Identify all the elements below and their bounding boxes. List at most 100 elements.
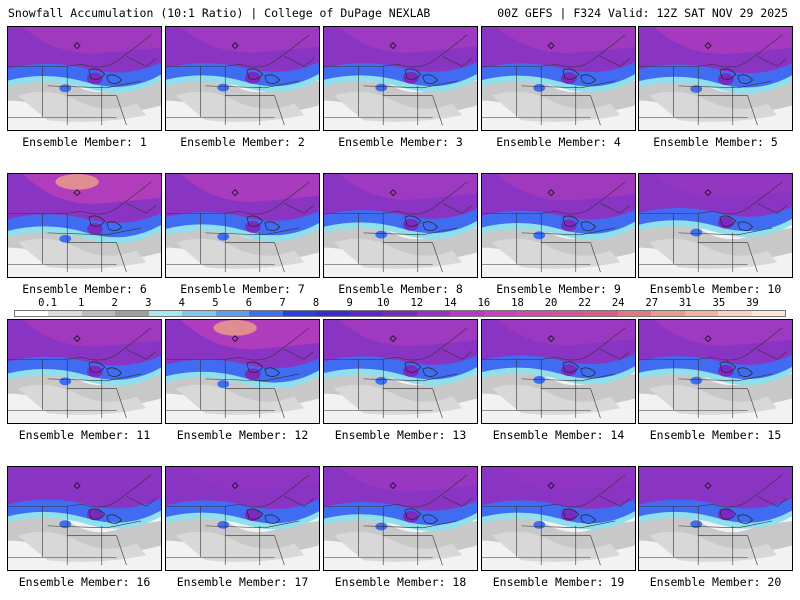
ensemble-panel: Ensemble Member: 19	[481, 466, 636, 589]
ensemble-panel: Ensemble Member: 9	[481, 173, 636, 296]
scale-swatch	[617, 311, 652, 316]
member-label: Ensemble Member: 19	[492, 575, 625, 589]
ensemble-panel: Ensemble Member: 10	[638, 173, 793, 296]
snowfall-map	[165, 173, 320, 278]
ensemble-panel: Ensemble Member: 8	[323, 173, 478, 296]
snowfall-map	[481, 173, 636, 278]
scale-label: 8	[312, 297, 320, 309]
scale-swatch	[349, 311, 384, 316]
scale-label: 7	[279, 297, 286, 309]
scale-label: 14	[444, 297, 457, 309]
member-label: Ensemble Member: 14	[492, 428, 625, 442]
scale-label: 31	[678, 297, 692, 309]
color-scale-labels: 0.1 1 2 3 4 5 6 7 8 9 10 12 14 16 18 20 22 24 27 31 35 39	[14, 298, 786, 309]
scale-label: 27	[645, 297, 659, 309]
scale-swatch	[148, 311, 183, 316]
member-label: Ensemble Member: 18	[334, 575, 467, 589]
scale-swatch	[15, 311, 49, 316]
snowfall-map	[638, 173, 793, 278]
scale-swatch	[718, 311, 752, 316]
scale-swatch	[383, 311, 417, 316]
snowfall-map	[638, 319, 793, 424]
ensemble-panel: Ensemble Member: 12	[165, 319, 320, 442]
member-label: Ensemble Member: 5	[653, 135, 778, 149]
scale-swatch	[249, 311, 283, 316]
ensemble-panel: Ensemble Member: 13	[323, 319, 478, 442]
snowfall-map	[638, 26, 793, 131]
scale-label: 3	[145, 297, 152, 309]
member-label: Ensemble Member: 2	[180, 135, 305, 149]
member-label: Ensemble Member: 4	[496, 135, 621, 149]
member-label: Ensemble Member: 16	[18, 575, 151, 589]
snowfall-map	[165, 319, 320, 424]
scale-swatch	[751, 311, 786, 316]
ensemble-panel: Ensemble Member: 7	[165, 173, 320, 296]
snowfall-map	[481, 319, 636, 424]
ensemble-panel: Ensemble Member: 16	[7, 466, 162, 589]
snowfall-map	[7, 173, 162, 278]
member-label: Ensemble Member: 12	[176, 428, 309, 442]
member-label: Ensemble Member: 9	[496, 282, 621, 296]
member-label: Ensemble Member: 3	[338, 135, 463, 149]
scale-swatch	[48, 311, 82, 316]
ensemble-panel: Ensemble Member: 5	[638, 26, 793, 149]
scale-swatch	[517, 311, 551, 316]
scale-label: 12	[410, 297, 424, 309]
scale-label: 20	[544, 297, 558, 309]
snowfall-map	[481, 26, 636, 131]
member-label: Ensemble Member: 6	[22, 282, 147, 296]
scale-swatch	[651, 311, 685, 316]
scale-label: 35	[712, 297, 726, 309]
ensemble-panel: Ensemble Member: 2	[165, 26, 320, 149]
scale-label: 1	[77, 297, 85, 309]
run-info: 00Z GEFS | F324 Valid: 12Z SAT NOV 29 20…	[497, 6, 788, 20]
color-scale-bar	[14, 310, 786, 317]
ensemble-panel: Ensemble Member: 11	[7, 319, 162, 442]
scale-swatch	[81, 311, 116, 316]
ensemble-panel: Ensemble Member: 6	[7, 173, 162, 296]
snowfall-map	[323, 466, 478, 571]
ensemble-panel: Ensemble Member: 4	[481, 26, 636, 149]
member-label: Ensemble Member: 17	[176, 575, 309, 589]
ensemble-panel: Ensemble Member: 20	[638, 466, 793, 589]
scale-swatch	[282, 311, 317, 316]
member-label: Ensemble Member: 7	[180, 282, 305, 296]
snowfall-map	[323, 319, 478, 424]
member-label: Ensemble Member: 13	[334, 428, 467, 442]
snowfall-map	[165, 466, 320, 571]
scale-label: 4	[178, 297, 185, 309]
scale-swatch	[684, 311, 719, 316]
snowfall-map	[7, 466, 162, 571]
member-label: Ensemble Member: 8	[338, 282, 463, 296]
scale-label: 39	[746, 297, 759, 309]
member-label: Ensemble Member: 1	[22, 135, 147, 149]
scale-swatch	[584, 311, 618, 316]
scale-swatch	[450, 311, 484, 316]
snowfall-map	[7, 319, 162, 424]
scale-label: 0.1	[38, 297, 58, 309]
ensemble-panel: Ensemble Member: 3	[323, 26, 478, 149]
ensemble-panel: Ensemble Member: 17	[165, 466, 320, 589]
scale-swatch	[182, 311, 216, 316]
scale-label: 16	[477, 297, 491, 309]
snowfall-map	[165, 26, 320, 131]
member-label: Ensemble Member: 20	[649, 575, 782, 589]
member-label: Ensemble Member: 15	[649, 428, 782, 442]
ensemble-panel: Ensemble Member: 18	[323, 466, 478, 589]
color-scale: 0.1 1 2 3 4 5 6 7 8 9 10 12 14 16 18 20 22 24 27 31 35 39	[14, 298, 786, 320]
snowfall-map	[638, 466, 793, 571]
scale-label: 2	[111, 297, 118, 309]
scale-label: 9	[346, 297, 353, 309]
snowfall-map	[481, 466, 636, 571]
scale-label: 6	[245, 297, 253, 309]
scale-swatch	[416, 311, 451, 316]
scale-label: 5	[212, 297, 219, 309]
scale-label: 18	[511, 297, 524, 309]
snowfall-map	[323, 173, 478, 278]
scale-swatch	[550, 311, 585, 316]
member-label: Ensemble Member: 11	[18, 428, 151, 442]
scale-label: 22	[578, 297, 591, 309]
ensemble-panel: Ensemble Member: 14	[481, 319, 636, 442]
page-title: Snowfall Accumulation (10:1 Ratio) | Col…	[8, 6, 431, 20]
